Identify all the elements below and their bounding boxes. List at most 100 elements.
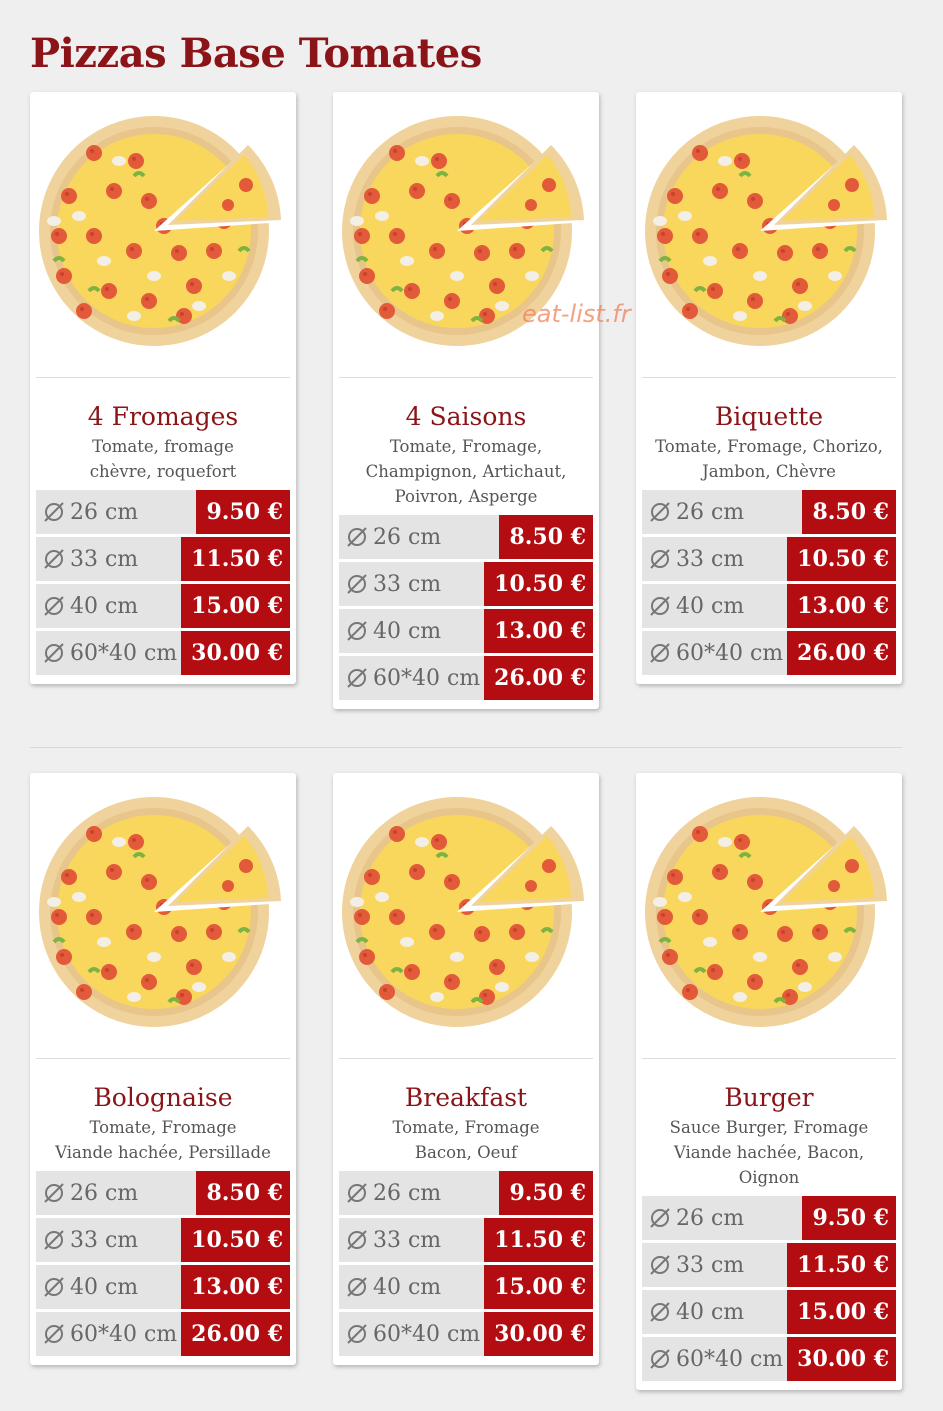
size-label: 60*40 cm	[373, 665, 481, 691]
price: 26.00 €	[484, 656, 593, 700]
size-row: 26 cm 8.50 €	[36, 1171, 290, 1215]
pizza-description: Tomate, Fromage, Champignon, Artichaut, Po…	[339, 434, 593, 509]
size-label: 26 cm	[676, 1205, 745, 1231]
size: 60*40 cm	[642, 1347, 787, 1372]
size: 26 cm	[642, 500, 802, 525]
size-row: 26 cm 8.50 €	[339, 515, 593, 559]
price: 9.50 €	[802, 1196, 896, 1240]
diameter-icon	[347, 527, 367, 547]
pizza-description: Tomate, Fromage Viande hachée, Persillade	[36, 1115, 290, 1165]
size: 33 cm	[36, 1228, 181, 1253]
size-label: 33 cm	[70, 1227, 139, 1253]
price: 11.50 €	[787, 1243, 896, 1287]
size-row: 60*40 cm 30.00 €	[36, 631, 290, 675]
size-label: 33 cm	[70, 546, 139, 572]
description-line: Bacon, Oeuf	[414, 1143, 518, 1162]
diameter-icon	[347, 621, 367, 641]
pizza-name: 4 Fromages	[87, 402, 239, 431]
size: 60*40 cm	[642, 641, 787, 666]
price: 11.50 €	[484, 1218, 593, 1262]
price: 10.50 €	[484, 562, 593, 606]
size-row: 33 cm 10.50 €	[339, 562, 593, 606]
description-line: Sauce Burger, Fromage	[669, 1118, 869, 1137]
size-row: 26 cm 9.50 €	[642, 1196, 896, 1240]
pizza-picture	[339, 779, 593, 1059]
size-label: 40 cm	[373, 1274, 442, 1300]
size-label: 40 cm	[70, 1274, 139, 1300]
description-line: Tomate, Fromage,	[389, 437, 543, 456]
size-row: 33 cm 10.50 €	[642, 537, 896, 581]
price: 15.00 €	[787, 1290, 896, 1334]
size: 40 cm	[339, 1275, 484, 1300]
diameter-icon	[650, 1255, 670, 1275]
size-label: 26 cm	[676, 499, 745, 525]
price: 30.00 €	[484, 1312, 593, 1356]
size: 26 cm	[642, 1206, 802, 1231]
diameter-icon	[650, 1302, 670, 1322]
size-label: 40 cm	[676, 1299, 745, 1325]
size-label: 33 cm	[373, 571, 442, 597]
diameter-icon	[347, 1277, 367, 1297]
size-row: 33 cm 11.50 €	[36, 537, 290, 581]
diameter-icon	[44, 1183, 64, 1203]
diameter-icon	[44, 596, 64, 616]
size: 33 cm	[339, 572, 484, 597]
price: 26.00 €	[787, 631, 896, 675]
pizza-name: 4 Saisons	[405, 402, 527, 431]
size-label: 60*40 cm	[676, 1346, 784, 1372]
diameter-icon	[44, 643, 64, 663]
description-line: Tomate, Fromage	[392, 1118, 540, 1137]
pizza-name: Breakfast	[404, 1083, 528, 1112]
pizza-picture	[339, 98, 593, 378]
size: 40 cm	[642, 1300, 787, 1325]
pizza-image	[342, 116, 584, 346]
diameter-icon	[44, 549, 64, 569]
pizza-description: Tomate, Fromage Bacon, Oeuf	[339, 1115, 593, 1165]
price: 9.50 €	[499, 1171, 593, 1215]
diameter-icon	[347, 668, 367, 688]
pizza-image	[342, 797, 584, 1027]
size: 40 cm	[642, 594, 787, 619]
divider	[30, 747, 902, 748]
size-label: 33 cm	[373, 1227, 442, 1253]
diameter-icon	[44, 1324, 64, 1344]
size: 33 cm	[339, 1228, 484, 1253]
price: 13.00 €	[484, 609, 593, 653]
pizza-image	[39, 797, 281, 1027]
diameter-icon	[347, 1230, 367, 1250]
pizza-name: Burger	[724, 1083, 814, 1112]
price: 15.00 €	[484, 1265, 593, 1309]
size-row: 26 cm 9.50 €	[36, 490, 290, 534]
size-label: 40 cm	[676, 593, 745, 619]
size-label: 33 cm	[676, 1252, 745, 1278]
size: 33 cm	[642, 547, 787, 572]
diameter-icon	[347, 1183, 367, 1203]
description-line: Poivron, Asperge	[394, 487, 538, 506]
pizza-description: Tomate, fromage chèvre, roquefort	[36, 434, 290, 484]
diameter-icon	[650, 596, 670, 616]
price: 10.50 €	[787, 537, 896, 581]
card-row: 4 Fromages Tomate, fromage chèvre, roquefo…	[30, 92, 902, 709]
size-row: 60*40 cm 26.00 €	[36, 1312, 290, 1356]
size: 60*40 cm	[339, 1322, 484, 1347]
description-line: Tomate, Fromage	[89, 1118, 237, 1137]
diameter-icon	[650, 549, 670, 569]
size-label: 26 cm	[373, 524, 442, 550]
diameter-icon	[347, 1324, 367, 1344]
description-line: Tomate, Fromage, Chorizo,	[655, 437, 883, 456]
size-row: 26 cm 9.50 €	[339, 1171, 593, 1215]
pizza-picture	[36, 779, 290, 1059]
pizza-name: Bolognaise	[93, 1083, 233, 1112]
price: 11.50 €	[181, 537, 290, 581]
size-row: 40 cm 15.00 €	[36, 584, 290, 628]
diameter-icon	[650, 1208, 670, 1228]
pizza-description: Sauce Burger, Fromage Viande hachée, Baco…	[642, 1115, 896, 1190]
price: 8.50 €	[196, 1171, 290, 1215]
size: 60*40 cm	[36, 1322, 181, 1347]
size-row: 33 cm 11.50 €	[339, 1218, 593, 1262]
size-label: 26 cm	[373, 1180, 442, 1206]
size: 40 cm	[36, 594, 181, 619]
description-line: chèvre, roquefort	[89, 462, 237, 481]
size-label: 26 cm	[70, 1180, 139, 1206]
